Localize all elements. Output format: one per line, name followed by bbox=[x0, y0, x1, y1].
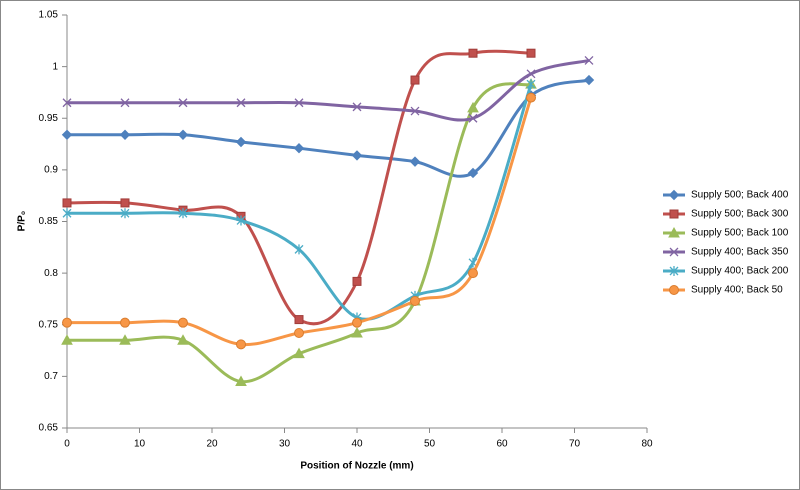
series-line bbox=[66, 82, 532, 384]
y-tick-label: 1 bbox=[52, 61, 58, 72]
series-line bbox=[66, 78, 590, 178]
x-tick-label: 70 bbox=[569, 439, 581, 450]
x-axis-title: Position of Nozzle (mm) bbox=[300, 461, 413, 472]
legend-label: Supply 400; Back 200 bbox=[691, 266, 789, 277]
marker bbox=[468, 113, 478, 123]
legend-marker bbox=[669, 285, 679, 295]
marker bbox=[294, 328, 304, 339]
legend-marker bbox=[668, 226, 680, 238]
marker bbox=[526, 79, 536, 90]
marker bbox=[235, 375, 247, 387]
legend-marker bbox=[669, 209, 679, 219]
marker bbox=[410, 106, 420, 116]
marker bbox=[177, 129, 189, 140]
marker bbox=[120, 317, 130, 328]
series-line bbox=[66, 49, 532, 326]
x-tick-label: 40 bbox=[351, 439, 363, 450]
marker bbox=[352, 317, 362, 328]
y-tick-label: 0.75 bbox=[39, 319, 59, 330]
marker bbox=[62, 98, 72, 108]
marker bbox=[294, 98, 304, 108]
x-tick-label: 20 bbox=[206, 439, 218, 450]
marker bbox=[293, 142, 305, 154]
y-tick-label: 0.8 bbox=[44, 268, 58, 279]
x-tick-label: 0 bbox=[64, 439, 70, 450]
marker bbox=[352, 276, 362, 286]
marker bbox=[236, 339, 246, 350]
marker bbox=[61, 129, 73, 140]
marker bbox=[526, 92, 536, 103]
y-tick-label: 0.65 bbox=[39, 423, 59, 434]
marker bbox=[468, 48, 478, 58]
marker bbox=[178, 317, 188, 328]
y-tick-label: 0.85 bbox=[39, 216, 59, 227]
marker bbox=[526, 48, 536, 58]
y-axis-title: P/P₀ bbox=[17, 211, 28, 232]
y-tick-label: 0.9 bbox=[44, 165, 58, 176]
marker bbox=[526, 69, 536, 79]
marker bbox=[351, 326, 363, 338]
marker bbox=[293, 347, 305, 359]
marker bbox=[120, 98, 130, 108]
marker bbox=[178, 98, 188, 108]
y-tick-label: 1.05 bbox=[39, 10, 59, 21]
legend-marker bbox=[669, 266, 679, 276]
legend-label: Supply 500; Back 400 bbox=[691, 190, 789, 201]
marker bbox=[236, 215, 246, 226]
marker bbox=[178, 208, 188, 219]
marker bbox=[62, 208, 72, 219]
x-tick-label: 50 bbox=[424, 439, 436, 450]
marker bbox=[120, 198, 130, 208]
marker bbox=[467, 167, 479, 179]
marker bbox=[120, 208, 130, 219]
marker bbox=[119, 129, 131, 140]
y-tick-label: 0.95 bbox=[39, 113, 59, 124]
marker bbox=[61, 334, 73, 345]
marker bbox=[410, 75, 420, 85]
marker bbox=[467, 101, 479, 113]
x-tick-label: 60 bbox=[496, 439, 508, 450]
series-line bbox=[67, 58, 590, 122]
marker bbox=[294, 315, 304, 325]
legend-marker bbox=[668, 189, 680, 201]
marker bbox=[351, 150, 363, 161]
y-tick-label: 0.7 bbox=[44, 371, 58, 382]
marker bbox=[62, 317, 72, 328]
x-tick-label: 80 bbox=[641, 439, 653, 450]
marker bbox=[583, 74, 595, 86]
legend-label: Supply 400; Back 350 bbox=[691, 247, 789, 258]
marker bbox=[468, 268, 478, 279]
marker bbox=[410, 296, 420, 307]
legend-label: Supply 400; Back 50 bbox=[691, 285, 783, 296]
legend-label: Supply 500; Back 300 bbox=[691, 209, 789, 220]
marker bbox=[352, 102, 362, 112]
marker bbox=[235, 136, 247, 148]
marker bbox=[119, 334, 131, 345]
legend-marker bbox=[669, 247, 679, 257]
legend-label: Supply 500; Back 100 bbox=[691, 228, 789, 239]
marker bbox=[294, 244, 304, 255]
marker bbox=[236, 98, 246, 108]
x-tick-label: 10 bbox=[134, 439, 146, 450]
x-tick-label: 30 bbox=[279, 439, 291, 450]
marker bbox=[177, 334, 189, 345]
marker bbox=[584, 55, 594, 65]
marker bbox=[62, 198, 72, 208]
marker bbox=[409, 156, 421, 167]
